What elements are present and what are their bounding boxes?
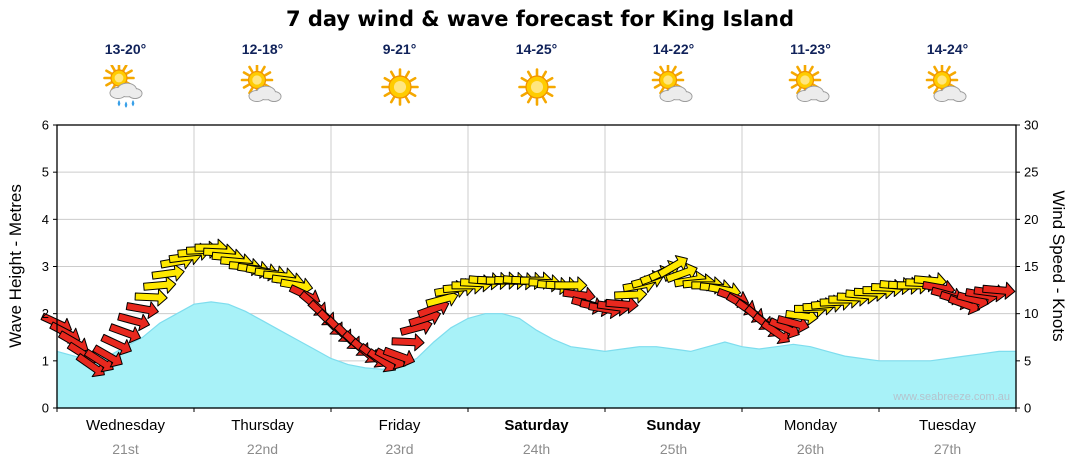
y-right-tick-label: 15	[1024, 259, 1038, 274]
y-right-tick-label: 10	[1024, 306, 1038, 321]
wind-arrow	[134, 288, 168, 307]
y-left-tick-label: 6	[42, 118, 49, 133]
weather-sun-cloud-icon	[239, 63, 287, 109]
wind-arrow	[776, 315, 810, 334]
y-right-tick-label: 0	[1024, 401, 1031, 416]
temperature-range-tuesday: 14-24°	[926, 41, 969, 57]
y-right-tick-label: 20	[1024, 212, 1038, 227]
day-name: Saturday	[504, 417, 569, 434]
axis-ticks: 0 1 2 3 4 5 6 0 5 10 15 20 25 30	[42, 118, 1039, 416]
day-date: 22nd	[246, 441, 279, 457]
day-label-thursday: Thursday 22nd	[231, 417, 294, 457]
wind-arrow	[151, 263, 185, 282]
wind-arrow	[100, 333, 132, 356]
y-right-tick-label: 30	[1024, 118, 1038, 133]
temperature-range-monday: 11-23°	[790, 41, 831, 57]
weather-sunny-icon	[376, 65, 424, 109]
day-label-sunday: Sunday 25th	[646, 417, 700, 457]
wind-arrow	[665, 262, 698, 283]
temperature-range-friday: 9-21°	[382, 41, 417, 57]
watermark: www.seabreeze.com.au	[893, 391, 1010, 403]
wind-arrow	[125, 301, 159, 319]
day-date: 24th	[522, 441, 551, 457]
wave-height-area	[56, 301, 1017, 409]
y-right-tick-label: 5	[1024, 353, 1031, 368]
weather-sun-cloud-icon	[924, 63, 972, 109]
day-date: 26th	[796, 441, 825, 457]
wind-arrow	[614, 285, 648, 304]
wind-arrow	[143, 275, 177, 294]
wind-arrow	[554, 276, 588, 295]
day-name: Thursday	[231, 417, 294, 434]
y-left-tick-label: 5	[42, 165, 49, 180]
day-name: Monday	[783, 417, 838, 434]
day-name: Sunday	[646, 417, 701, 434]
temperature-range-thursday: 12-18°	[241, 41, 284, 57]
wind-arrow	[83, 348, 114, 373]
day-date: 21st	[112, 441, 139, 457]
wind-arrow	[117, 312, 151, 332]
weather-sunny-icon	[513, 65, 561, 109]
day-date: 27th	[933, 441, 962, 457]
day-name: Wednesday	[86, 417, 165, 434]
day-label-monday: Monday 26th	[784, 417, 837, 457]
wind-arrow	[92, 344, 123, 368]
day-label-tuesday: Tuesday 27th	[919, 417, 976, 457]
y-right-tick-label: 25	[1024, 165, 1038, 180]
day-date: 23rd	[385, 441, 414, 457]
page-title: 7 day wind & wave forecast for King Isla…	[285, 7, 795, 31]
day-label-friday: Friday 23rd	[379, 417, 421, 457]
weather-sun-cloud-icon	[787, 63, 835, 109]
wind-arrow	[75, 353, 105, 378]
day-label-saturday: Saturday 24th	[504, 417, 568, 457]
y-left-tick-label: 2	[42, 306, 49, 321]
wind-arrow	[391, 333, 425, 352]
day-name: Tuesday	[919, 417, 976, 434]
day-date: 25th	[659, 441, 688, 457]
day-name: Friday	[378, 417, 421, 434]
y-left-tick-label: 4	[42, 212, 49, 227]
wind-arrow	[657, 255, 688, 279]
wind-arrow	[760, 319, 790, 344]
wind-arrow	[982, 281, 1016, 300]
weather-sun-cloud-rain-icon	[102, 62, 150, 109]
y-left-tick-label: 3	[42, 259, 49, 274]
day-label-wednesday: Wednesday 21st	[86, 417, 165, 457]
weather-sun-cloud-icon	[650, 63, 698, 109]
y-left-tick-label: 1	[42, 353, 49, 368]
wind-arrows	[40, 238, 1016, 378]
temperature-range-wednesday: 13-20°	[104, 41, 147, 57]
temperature-range-sunday: 14-22°	[652, 41, 695, 57]
temperature-range-saturday: 14-25°	[515, 41, 558, 57]
y-left-tick-label: 0	[42, 401, 49, 416]
wind-arrow	[382, 346, 416, 367]
wind-arrow	[108, 323, 142, 344]
wind-arrow	[605, 295, 639, 314]
